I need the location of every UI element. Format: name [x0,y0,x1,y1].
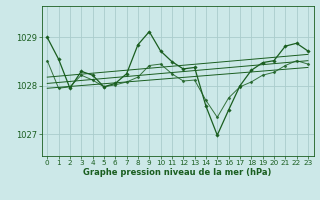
X-axis label: Graphe pression niveau de la mer (hPa): Graphe pression niveau de la mer (hPa) [84,168,272,177]
